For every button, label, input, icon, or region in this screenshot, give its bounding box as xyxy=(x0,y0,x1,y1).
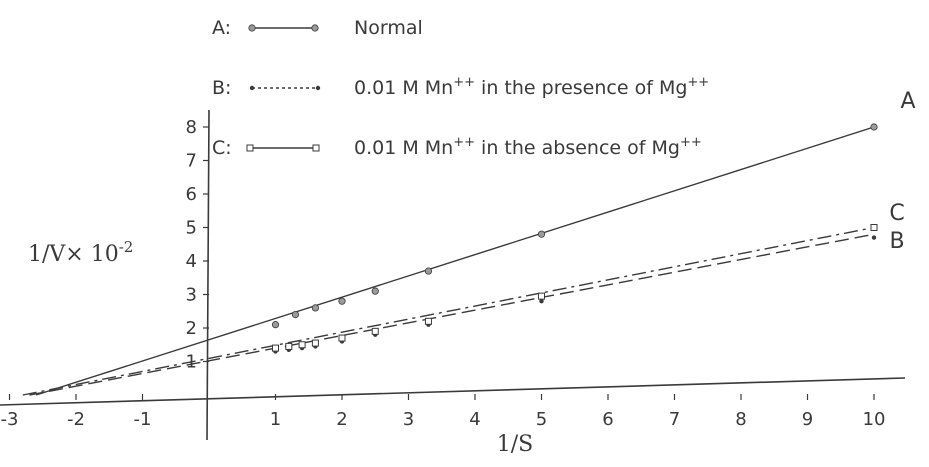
y-tick-label: 2 xyxy=(186,318,197,339)
legend-entry-A: A: Normal xyxy=(212,17,423,39)
x-tick-label: -2 xyxy=(67,409,85,430)
data-point-A xyxy=(371,287,379,295)
legend-label-part: 0.01 M Mn xyxy=(354,77,453,99)
y-tick-label: 5 xyxy=(186,218,197,239)
legend-label-part: Normal xyxy=(354,17,423,39)
x-tick-label: 1 xyxy=(270,409,281,430)
data-point-C xyxy=(338,334,346,342)
x-tick-label: 7 xyxy=(669,409,680,430)
data-point-A xyxy=(537,230,546,238)
legend-label-part: ++ xyxy=(453,135,475,150)
data-point-C xyxy=(311,339,319,347)
legend-prefix: C: xyxy=(212,137,232,159)
data-point-C xyxy=(272,344,279,352)
y-tick-label: 4 xyxy=(186,251,197,272)
data-point-A xyxy=(291,310,300,319)
legend-prefix: B: xyxy=(212,77,231,99)
x-tick-label: 4 xyxy=(469,409,480,430)
x-tick-label: 10 xyxy=(863,409,886,430)
data-point-C xyxy=(298,341,306,349)
series-line-A xyxy=(35,126,875,396)
y-tick-label: 3 xyxy=(186,285,197,306)
legend-label-part: in the absence of Mg xyxy=(475,137,680,159)
legend-swatch-marker xyxy=(315,85,321,91)
legend-label-part: ++ xyxy=(453,75,475,90)
y-axis-label-exponent: -2 xyxy=(119,238,134,256)
legend-swatch-marker xyxy=(312,144,320,152)
legend-swatch-marker xyxy=(246,144,254,152)
legend-label: Normal xyxy=(354,17,423,39)
x-axis-label: 1/S xyxy=(497,432,533,457)
y-tick-label: 8 xyxy=(186,117,197,138)
line-end-label-A: A xyxy=(900,89,915,114)
y-axis-label-main: 1/V× 10 xyxy=(28,242,119,267)
x-tick-label: 3 xyxy=(403,409,414,430)
x-tick-label: 2 xyxy=(336,409,347,430)
series-A xyxy=(35,123,878,396)
legend-label: 0.01 M Mn++ in the absence of Mg++ xyxy=(354,135,702,159)
x-tick-label: 9 xyxy=(802,409,813,430)
line-end-label-B: B xyxy=(889,229,904,254)
series-line-C xyxy=(22,226,875,396)
series-B xyxy=(29,233,877,396)
series-line-B xyxy=(29,233,875,396)
legend-label-part: ++ xyxy=(687,75,709,90)
data-point-C xyxy=(285,342,293,350)
y-tick-label: 7 xyxy=(186,151,197,172)
data-point-A xyxy=(311,304,319,312)
legend-label-part: 0.01 M Mn xyxy=(354,137,453,159)
legend-swatch-marker xyxy=(248,24,256,32)
data-point-A xyxy=(870,123,878,131)
data-point-C xyxy=(371,327,379,335)
y-axis-label: 1/V× 10-2 xyxy=(28,238,133,267)
data-point-A xyxy=(424,267,433,275)
data-point-B xyxy=(539,299,544,304)
x-tick-label: 5 xyxy=(536,409,547,430)
x-tick-label: 8 xyxy=(735,409,746,430)
legend-label-part: ++ xyxy=(680,135,702,150)
y-tick-label: 6 xyxy=(186,184,197,205)
x-axis xyxy=(0,377,906,406)
legend-label: 0.01 M Mn++ in the presence of Mg++ xyxy=(354,75,709,99)
legend-swatch-marker xyxy=(311,24,319,32)
legend-label-part: in the presence of Mg xyxy=(475,77,687,99)
series-C xyxy=(22,224,878,396)
legend-entry-B: B: 0.01 M Mn++ in the presence of Mg++ xyxy=(212,75,709,99)
x-tick-label: -1 xyxy=(134,409,152,430)
legend-swatch-marker xyxy=(249,85,255,91)
legend-prefix: A: xyxy=(212,17,231,39)
data-point-B xyxy=(871,235,877,240)
data-point-A xyxy=(338,297,346,305)
line-end-label-C: C xyxy=(889,201,904,226)
legend-entry-C: C: 0.01 M Mn++ in the absence of Mg++ xyxy=(212,135,702,159)
y-axis xyxy=(206,109,210,441)
data-point-C xyxy=(538,292,545,300)
data-point-C xyxy=(870,224,878,231)
x-tick-label: -3 xyxy=(1,409,19,430)
data-point-A xyxy=(271,321,280,329)
data-point-C xyxy=(424,317,432,325)
x-tick-label: 6 xyxy=(602,409,613,430)
